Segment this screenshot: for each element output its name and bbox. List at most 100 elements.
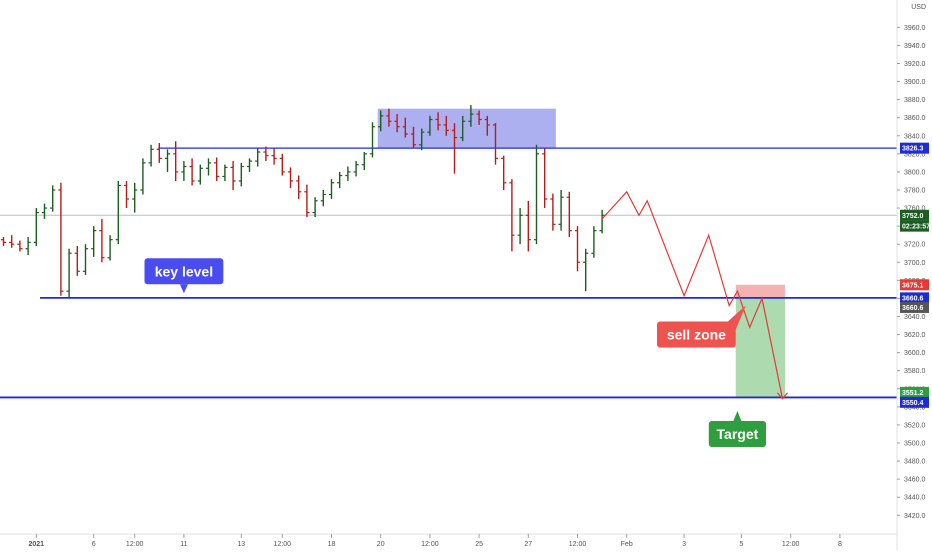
price-tag-box — [900, 142, 929, 154]
x-tick-label: 2021 — [29, 541, 45, 548]
y-tick-label: 3460.0 — [904, 477, 926, 484]
ohlc-bar — [222, 164, 228, 181]
price-tag-label: 02:23:57 — [902, 224, 930, 231]
callout-key-level[interactable]: key level — [144, 258, 224, 294]
y-tick-label: 3900.0 — [904, 79, 926, 86]
ohlc-bar — [443, 115, 449, 136]
callout-label: Target — [717, 426, 759, 442]
ohlc-bar — [255, 148, 261, 167]
x-tick-label: 12:00 — [782, 541, 800, 548]
ohlc-bar — [484, 115, 490, 136]
price-tag-label: 3660.6 — [902, 295, 924, 302]
price-tag[interactable]: 3551.2 — [900, 386, 929, 398]
ohlc-bar — [353, 161, 359, 177]
ohlc-bar — [435, 112, 441, 131]
ohlc-bar — [263, 146, 269, 162]
ohlc-bar — [550, 193, 556, 231]
y-tick-label: 3820.0 — [904, 151, 926, 158]
ohlc-bar — [427, 115, 433, 136]
y-tick-label: 3640.0 — [904, 314, 926, 321]
ohlc-bar — [296, 175, 302, 200]
x-tick-label: 11 — [180, 541, 187, 548]
x-tick-label: Feb — [621, 541, 633, 548]
price-tag[interactable]: 3550.4 — [900, 396, 929, 408]
y-tick-label: 3840.0 — [904, 133, 926, 140]
y-tick-label: 3940.0 — [904, 43, 926, 50]
y-tick-label: 3760.0 — [904, 206, 926, 213]
ohlc-bar — [402, 117, 408, 138]
y-tick-label: 3620.0 — [904, 332, 926, 339]
ohlc-bar — [378, 110, 384, 132]
ohlc-bar — [197, 164, 203, 185]
callout-label: sell zone — [667, 327, 726, 343]
x-tick-label: 27 — [524, 541, 532, 548]
ohlc-bar — [279, 153, 285, 176]
y-tick-label: 3480.0 — [904, 459, 926, 466]
ohlc-bar — [517, 208, 523, 245]
ohlc-bar — [460, 115, 466, 142]
ohlc-bar — [91, 226, 97, 257]
x-tick-label: 6 — [92, 541, 96, 548]
ohlc-bar — [558, 189, 564, 231]
ohlc-bar — [82, 244, 89, 275]
price-tag-label: 3675.1 — [902, 282, 924, 289]
ohlc-bar — [509, 179, 515, 252]
callout-pointer — [727, 305, 746, 330]
price-tag-box — [900, 209, 929, 221]
price-tag-box — [900, 396, 929, 408]
ohlc-bar — [525, 200, 531, 252]
x-tick-label: 12:00 — [274, 541, 292, 548]
callout-box — [144, 258, 224, 285]
ohlc-bar — [58, 182, 64, 296]
price-tag-box — [900, 301, 929, 313]
price-tag[interactable]: 3675.1 — [900, 279, 929, 291]
ohlc-bar — [189, 158, 195, 186]
consolidation-box[interactable] — [377, 108, 556, 149]
profit-target-zone[interactable] — [735, 297, 785, 397]
y-tick-label: 3960.0 — [904, 25, 926, 32]
price-tag-label: 3550.4 — [902, 400, 924, 407]
y-tick-label: 3440.0 — [904, 495, 926, 502]
ohlc-bar — [410, 126, 417, 149]
stop-loss-zone[interactable] — [735, 284, 785, 298]
ohlc-bar — [148, 144, 154, 167]
ohlc-bar — [99, 218, 105, 263]
ohlc-bar — [181, 161, 187, 181]
price-tag-box — [900, 386, 929, 398]
y-tick-label: 3720.0 — [904, 242, 926, 249]
price-tag[interactable]: 02:23:57 — [900, 220, 930, 232]
ohlc-bar — [304, 184, 310, 218]
ohlc-bar — [140, 158, 146, 195]
callout-sell-zone[interactable]: sell zone — [657, 305, 746, 348]
ohlc-bar — [501, 155, 507, 190]
ohlc-bar — [320, 189, 326, 207]
ohlc-bar — [164, 149, 171, 172]
x-tick-label: 12:00 — [569, 541, 587, 548]
ohlc-bar — [369, 122, 376, 158]
ohlc-bar — [0, 236, 7, 247]
ohlc-bar — [173, 141, 179, 181]
price-tag-box — [900, 279, 929, 291]
price-tag[interactable]: 3660.6 — [900, 292, 929, 304]
ohlc-bar — [583, 248, 589, 292]
ohlc-bar — [533, 144, 540, 245]
y-tick-label: 3780.0 — [904, 187, 926, 194]
callout-pointer — [179, 284, 188, 294]
price-tag-label: 3752.0 — [902, 213, 924, 220]
price-tag-label: 3551.2 — [902, 390, 924, 397]
x-tick-label: 13 — [237, 541, 245, 548]
projection-arrowhead — [777, 392, 788, 400]
price-tag[interactable]: 3752.0 — [900, 209, 929, 221]
callout-target[interactable]: Target — [708, 410, 766, 447]
y-tick-label: 3920.0 — [904, 61, 926, 68]
price-tag[interactable]: 3660.6 — [900, 301, 929, 313]
ohlc-bar — [156, 143, 162, 163]
ohlc-bar — [246, 158, 253, 172]
price-tag[interactable]: 3826.3 — [900, 142, 929, 154]
projected-path[interactable] — [601, 190, 784, 399]
ohlc-bar — [123, 180, 130, 209]
y-tick-label: 3880.0 — [904, 97, 926, 104]
y-tick-label: 3540.0 — [904, 404, 926, 411]
ohlc-bar — [271, 148, 277, 165]
